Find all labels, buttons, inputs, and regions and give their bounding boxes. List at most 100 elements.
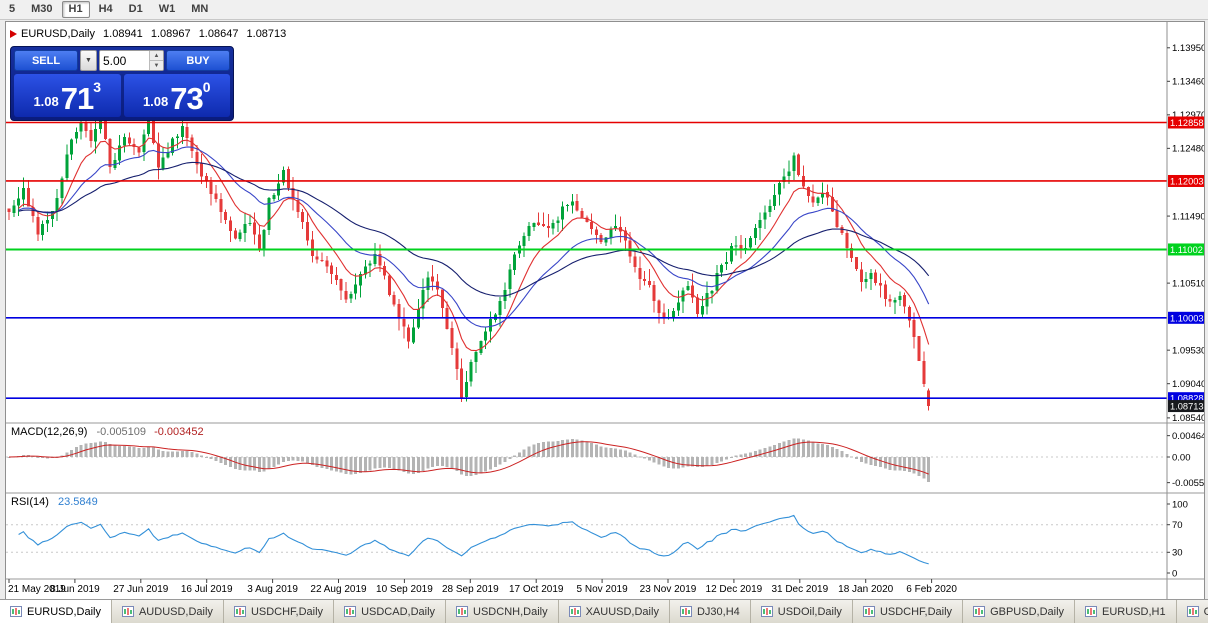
svg-text:18 Jan 2020: 18 Jan 2020 bbox=[838, 584, 893, 595]
svg-text:1.13460: 1.13460 bbox=[1172, 77, 1204, 88]
amount-spinner: ▲ ▼ bbox=[149, 51, 163, 70]
svg-text:1.08828: 1.08828 bbox=[1170, 394, 1204, 404]
svg-text:31 Dec 2019: 31 Dec 2019 bbox=[771, 584, 828, 595]
chart-tab-icon bbox=[233, 606, 246, 617]
chart-tab-gbpusd-daily[interactable]: GBPUSD,Daily bbox=[963, 600, 1076, 623]
svg-text:1.13950: 1.13950 bbox=[1172, 43, 1204, 54]
svg-text:23 Nov 2019: 23 Nov 2019 bbox=[640, 584, 697, 595]
chart-tab-icon bbox=[568, 606, 581, 617]
svg-text:1.08540: 1.08540 bbox=[1172, 413, 1204, 424]
svg-text:3 Aug 2019: 3 Aug 2019 bbox=[247, 584, 298, 595]
svg-text:100: 100 bbox=[1172, 499, 1188, 510]
svg-text:1.12970: 1.12970 bbox=[1172, 110, 1204, 121]
svg-text:27 Jun 2019: 27 Jun 2019 bbox=[113, 584, 168, 595]
svg-text:1.09530: 1.09530 bbox=[1172, 345, 1204, 356]
sell-price-prefix: 1.08 bbox=[33, 94, 59, 109]
chart-tab-label: USDCHF,Daily bbox=[879, 605, 953, 618]
svg-text:1.12003: 1.12003 bbox=[1170, 176, 1204, 186]
buy-price-big: 73 bbox=[170, 81, 203, 117]
chart-tab-bar: EURUSD,Daily AUDUSD,Daily USDCHF,Daily USDC… bbox=[0, 599, 1208, 623]
chart-tab-dj30-h4[interactable]: DJ30,H4 bbox=[669, 600, 751, 623]
chart-tab-icon bbox=[1186, 606, 1199, 617]
chart-tab-label: USDCAD,Daily bbox=[361, 605, 436, 618]
chart-tab-usdchf-daily[interactable]: USDCHF,Daily bbox=[223, 600, 335, 623]
chart-tab-gbpaud-h1[interactable]: GBPAUD,H1 bbox=[1176, 600, 1208, 623]
chart-tab-xauusd-daily[interactable]: XAUUSD,Daily bbox=[558, 600, 670, 623]
buy-price-sup: 0 bbox=[202, 79, 211, 95]
svg-text:0: 0 bbox=[1172, 568, 1177, 579]
spinner-down-icon[interactable]: ▼ bbox=[150, 61, 163, 70]
svg-text:70: 70 bbox=[1172, 520, 1183, 531]
svg-text:-0.005574: -0.005574 bbox=[1172, 478, 1204, 489]
svg-text:30: 30 bbox=[1172, 548, 1183, 559]
chart-tab-icon bbox=[344, 606, 357, 617]
chart-tab-label: EURUSD,H1 bbox=[1102, 605, 1166, 618]
chart-tab-label: USDOil,Daily bbox=[777, 605, 842, 618]
timeframe-button-5[interactable]: 5 bbox=[9, 3, 16, 15]
chart-tab-usdchf-daily[interactable]: USDCHF,Daily bbox=[852, 600, 964, 623]
buy-price-box[interactable]: 1.08 73 0 bbox=[123, 74, 230, 117]
svg-text:1.11490: 1.11490 bbox=[1172, 211, 1204, 222]
chart-tab-icon bbox=[121, 606, 134, 617]
chart-tab-icon bbox=[679, 606, 692, 617]
chart-window: 1.13950 1.13460 1.12970 1.12480 1.11490 1.105… bbox=[5, 21, 1205, 600]
timeframe-toolbar: 5 M30 H1 H4 D1 W1 MN bbox=[0, 0, 1208, 20]
chart-tab-audusd-daily[interactable]: AUDUSD,Daily bbox=[111, 600, 224, 623]
chart-tab-usdcnh-daily[interactable]: USDCNH,Daily bbox=[446, 600, 559, 623]
sell-price-box[interactable]: 1.08 71 3 bbox=[14, 74, 121, 117]
svg-text:0.004643: 0.004643 bbox=[1172, 431, 1204, 442]
amount-dropdown-button[interactable]: ▼ bbox=[80, 50, 97, 71]
sell-price-sup: 3 bbox=[93, 79, 102, 95]
chart-tab-icon bbox=[456, 606, 469, 617]
chart-canvas[interactable]: 1.13950 1.13460 1.12970 1.12480 1.11490 1.105… bbox=[6, 22, 1204, 599]
chart-tab-label: USDCNH,Daily bbox=[473, 605, 548, 618]
svg-text:5 Nov 2019: 5 Nov 2019 bbox=[577, 584, 629, 595]
svg-text:22 Aug 2019: 22 Aug 2019 bbox=[310, 584, 367, 595]
chart-tab-label: USDCHF,Daily bbox=[250, 605, 324, 618]
timeframe-button-h4[interactable]: H4 bbox=[98, 3, 113, 15]
sell-price-big: 71 bbox=[60, 81, 94, 117]
lot-amount-input[interactable] bbox=[100, 51, 149, 70]
chart-tab-eurusd-daily[interactable]: EURUSD,Daily bbox=[0, 600, 112, 623]
chart-tab-label: DJ30,H4 bbox=[696, 605, 740, 618]
svg-text:1.08713: 1.08713 bbox=[1170, 402, 1204, 412]
svg-text:10 Sep 2019: 10 Sep 2019 bbox=[376, 584, 433, 595]
svg-text:1.11002: 1.11002 bbox=[1170, 245, 1203, 255]
chart-tab-label: GBPUSD,Daily bbox=[990, 605, 1065, 618]
chart-tab-icon bbox=[1085, 606, 1098, 617]
timeframe-button-h1[interactable]: H1 bbox=[61, 1, 90, 18]
svg-text:1.12858: 1.12858 bbox=[1170, 118, 1204, 128]
buy-button[interactable]: BUY bbox=[166, 50, 230, 71]
buy-price-prefix: 1.08 bbox=[142, 94, 169, 109]
svg-text:1.12480: 1.12480 bbox=[1172, 144, 1204, 155]
timeframe-button-w1[interactable]: W1 bbox=[158, 3, 176, 15]
svg-text:1.10510: 1.10510 bbox=[1172, 278, 1204, 289]
chart-tab-icon bbox=[973, 606, 986, 617]
svg-text:28 Sep 2019: 28 Sep 2019 bbox=[442, 584, 499, 595]
chart-tab-icon bbox=[862, 606, 875, 617]
svg-text:12 Dec 2019: 12 Dec 2019 bbox=[706, 584, 763, 595]
timeframe-button-d1[interactable]: D1 bbox=[128, 3, 143, 15]
chart-tab-label: EURUSD,Daily bbox=[27, 605, 101, 618]
chart-tab-icon bbox=[10, 606, 22, 617]
sell-button[interactable]: SELL bbox=[14, 50, 78, 71]
chart-tab-eurusd-h1[interactable]: EURUSD,H1 bbox=[1075, 600, 1177, 623]
chart-tab-label: XAUUSD,Daily bbox=[585, 605, 659, 618]
svg-text:6 Feb 2020: 6 Feb 2020 bbox=[906, 584, 957, 595]
timeframe-button-m30[interactable]: M30 bbox=[31, 3, 53, 15]
chart-tab-label: AUDUSD,Daily bbox=[138, 605, 213, 618]
svg-text:21 May 2019: 21 May 2019 bbox=[8, 584, 66, 595]
svg-text:0.00: 0.00 bbox=[1172, 452, 1191, 463]
chart-tab-usdcad-daily[interactable]: USDCAD,Daily bbox=[334, 600, 447, 623]
spinner-up-icon[interactable]: ▲ bbox=[150, 51, 163, 61]
chart-tab-usdoil-daily[interactable]: USDOil,Daily bbox=[750, 600, 853, 623]
svg-text:17 Oct 2019: 17 Oct 2019 bbox=[509, 584, 564, 595]
chevron-down-icon: ▼ bbox=[85, 57, 92, 64]
timeframe-button-mn[interactable]: MN bbox=[191, 3, 209, 15]
chart-tab-label: GBPAUD,H1 bbox=[1204, 606, 1208, 618]
svg-text:1.10003: 1.10003 bbox=[1170, 313, 1204, 323]
one-click-trading-panel: SELL ▼ ▲ ▼ BUY 1.08 71 3 1.08 73 bbox=[10, 46, 234, 121]
svg-text:1.09040: 1.09040 bbox=[1172, 379, 1204, 390]
svg-text:8 Jun 2019: 8 Jun 2019 bbox=[50, 584, 100, 595]
amount-field-wrap: ▲ ▼ bbox=[99, 50, 164, 71]
